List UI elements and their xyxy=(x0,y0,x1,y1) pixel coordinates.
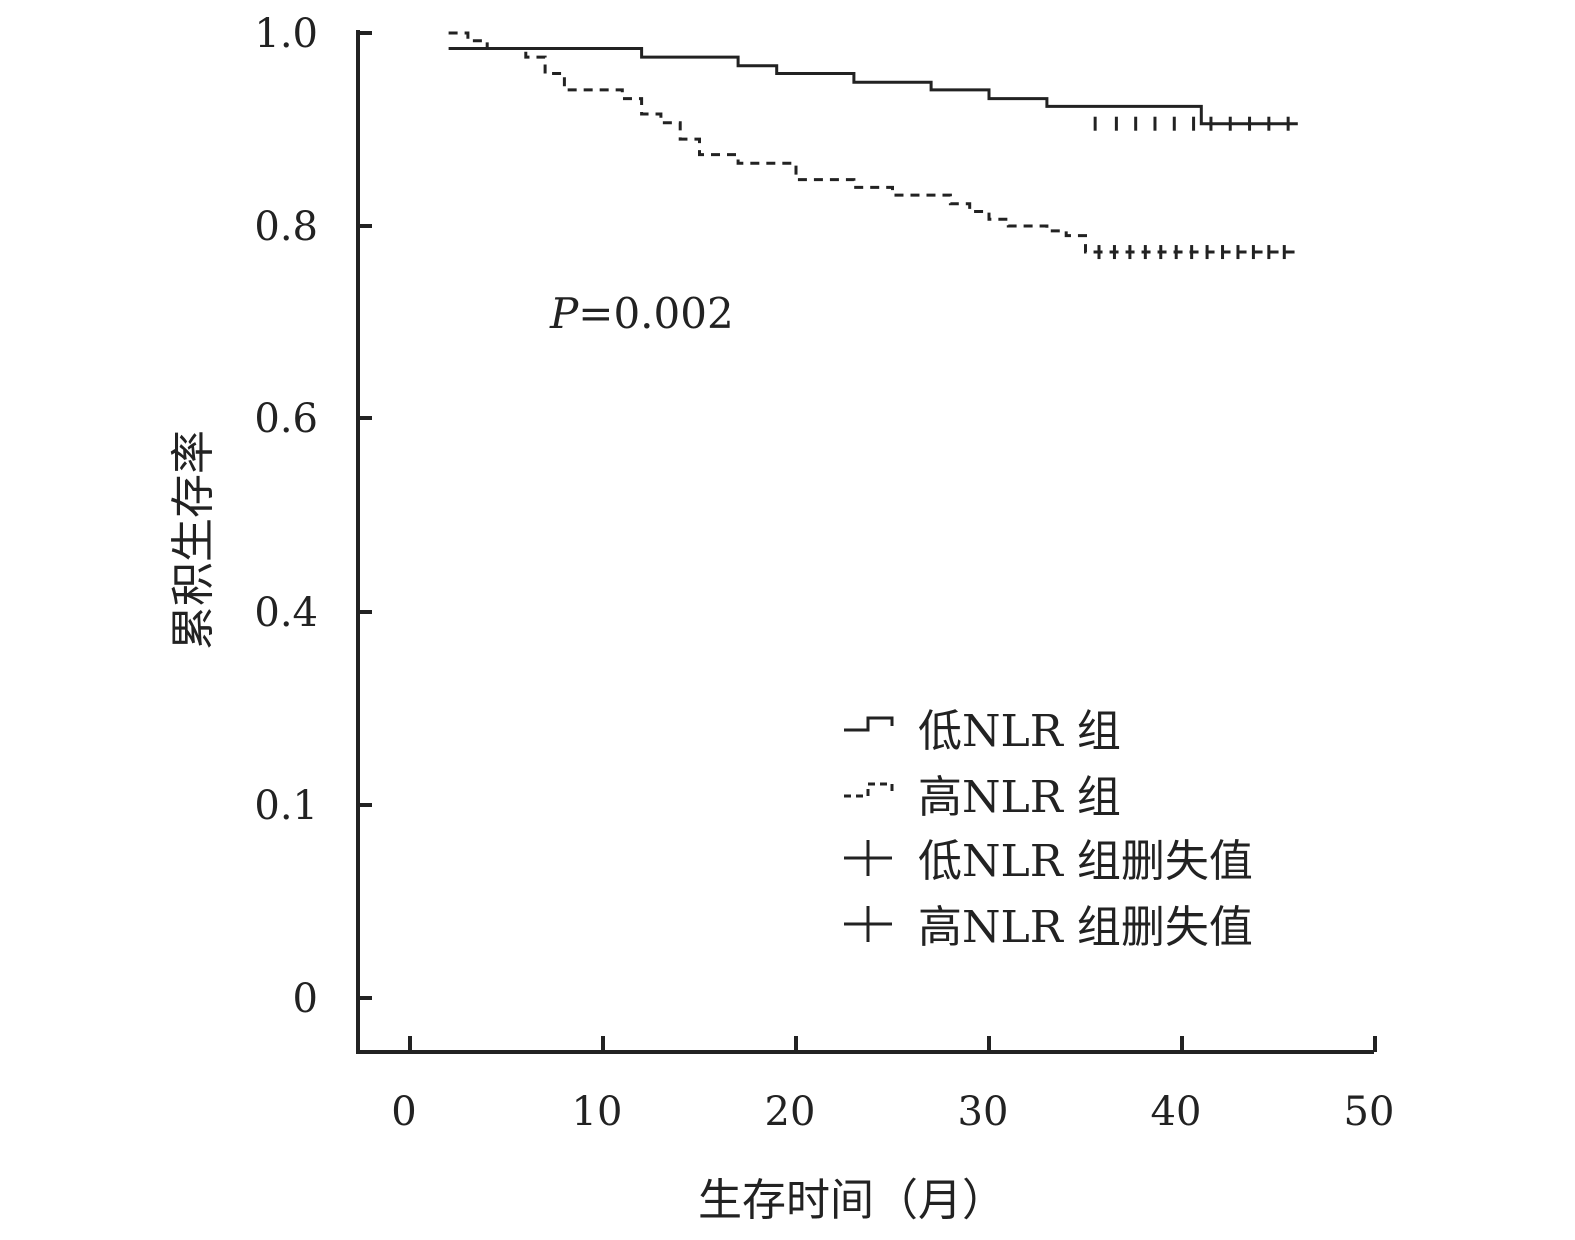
y-tick-label: 0.6 xyxy=(254,396,318,442)
y-axis-title: 累积生存率 xyxy=(168,430,219,650)
series-layer xyxy=(448,31,1298,254)
censor-layer xyxy=(1093,116,1290,260)
y-tick-label: 0.8 xyxy=(254,204,318,250)
x-tick-label: 20 xyxy=(765,1089,816,1135)
p-value-annotation: P=0.002 xyxy=(549,289,734,338)
y-tick-label: 0.4 xyxy=(254,590,318,636)
x-tick-label: 0 xyxy=(391,1089,416,1135)
x-tick-label: 50 xyxy=(1344,1089,1395,1135)
p-label: P xyxy=(549,289,579,338)
legend-symbol-high-nlr xyxy=(844,782,894,798)
x-ticks: 0 10 20 30 40 50 xyxy=(391,1036,1394,1135)
legend-label: 低NLR 组 xyxy=(918,706,1121,757)
legend-label: 高NLR 组删失值 xyxy=(918,902,1253,953)
x-axis-title: 生存时间（月） xyxy=(698,1175,1006,1226)
x-tick-label: 30 xyxy=(958,1089,1009,1135)
x-tick-label: 10 xyxy=(572,1089,623,1135)
p-value: =0.002 xyxy=(578,289,733,338)
survival-curve-low-nlr xyxy=(448,46,1298,126)
y-ticks: 0 0.1 0.4 0.6 0.8 1.0 xyxy=(254,11,372,1022)
survival-curve-high-nlr xyxy=(448,31,1298,254)
y-tick-label: 1.0 xyxy=(254,11,318,57)
y-tick-label: 0 xyxy=(293,976,318,1022)
legend-symbol-low-nlr xyxy=(844,716,894,732)
y-tick-label: 0.1 xyxy=(254,783,318,829)
legend-label: 高NLR 组 xyxy=(918,772,1121,823)
axes xyxy=(356,30,1374,1054)
legend-label: 低NLR 组删失值 xyxy=(918,836,1253,887)
x-tick-label: 40 xyxy=(1151,1089,1202,1135)
